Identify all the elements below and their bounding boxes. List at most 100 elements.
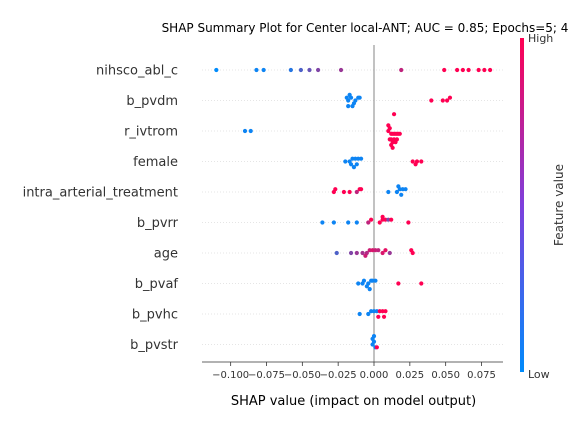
shap-point [261,67,266,73]
shap-point [455,67,460,73]
shap-point [367,287,372,292]
shap-point [242,128,248,134]
shap-point [410,159,415,164]
shap-point [359,156,364,161]
shap-point [347,189,352,195]
colorbar-low-label: Low [528,368,550,381]
shap-point [413,162,418,167]
shap-point [307,67,312,73]
shap-point [380,250,385,256]
shap-point [374,345,379,350]
shap-point [248,128,253,134]
shap-point [419,159,424,164]
chart-title: SHAP Summary Plot for Center local-ANT; … [162,21,569,35]
x-tick-label: 0.025 [396,370,425,381]
feature-label: nihsco_abl_c [96,64,178,79]
shap-point [419,281,424,286]
shap-point [357,311,362,317]
shap-point [346,104,351,109]
shap-point [403,187,408,192]
x-tick-label: 0.000 [360,370,389,381]
shap-point [338,67,344,73]
feature-label: b_pvhc [132,308,178,323]
shap-point [376,248,381,253]
x-tick-label: 0.050 [431,370,460,381]
shap-point [397,131,402,136]
shap-point [344,95,349,100]
x-axis: −0.100−0.075−0.050−0.025 0.000 0.025 0.050 0… [202,361,503,381]
grid-lines [202,69,503,345]
x-tick-label: −0.100 [212,370,249,381]
shap-point [482,67,487,73]
shap-point [386,123,391,128]
shap-point [351,165,357,170]
shap-point [347,92,352,97]
shap-point [445,98,450,103]
shap-point [399,67,404,73]
feature-label: female [133,155,178,170]
shap-point [341,189,346,195]
feature-label: b_pvdm [126,94,178,109]
shap-point [331,220,336,225]
shap-point [288,67,293,73]
shap-point [369,217,374,222]
shap-point [359,187,364,192]
shap-point [214,67,219,73]
shap-point [373,278,378,283]
shap-point [320,220,325,225]
shap-point [254,67,259,73]
shap-point [396,281,401,286]
x-tick-label: −0.050 [284,370,321,381]
x-tick-label: −0.075 [248,370,285,381]
shap-point [386,189,391,195]
shap-point [371,334,377,339]
shap-point [364,284,369,289]
feature-label: r_ivtrom [124,125,178,140]
shap-point [396,184,401,189]
shap-point [334,250,339,256]
shap-point [393,140,398,145]
shap-point [348,250,354,256]
x-tick-label: 0.075 [467,370,496,381]
shap-point [298,67,303,73]
shap-point [476,67,481,73]
shap-point [460,67,465,73]
shap-point [390,145,395,150]
colorbar-title: Feature value [552,164,566,246]
shap-point [381,314,387,319]
shap-point [391,112,397,117]
x-tick-label: −0.025 [320,370,357,381]
shap-point [360,250,365,256]
shap-point [350,104,355,109]
points-layer [214,67,493,350]
shap-point [440,98,445,103]
shap-point [442,67,447,73]
shap-point [447,95,453,100]
shap-point [377,220,382,225]
shap-point [466,67,471,73]
shap-point [356,281,361,286]
shap-point [488,67,493,73]
shap-point [363,253,368,258]
shap-point [389,217,394,222]
shap-point [316,67,321,73]
shap-point [380,214,385,219]
shap-point [361,278,367,283]
shap-point [348,162,354,167]
shap-point [366,311,371,317]
shap-point [354,250,359,256]
feature-label: b_pvaf [135,277,179,292]
feature-label: intra_arterial_treatment [23,186,178,201]
shap-point [394,189,400,195]
shap-point [346,220,351,225]
shap-point [376,314,381,319]
shap-point [429,98,434,103]
x-axis-label: SHAP value (impact on model output) [231,394,476,409]
feature-label: b_pvstr [130,338,179,353]
colorbar-high-label: High [528,32,553,45]
feature-label: age [154,247,178,262]
shap-point [387,137,392,142]
shap-point [406,220,411,225]
